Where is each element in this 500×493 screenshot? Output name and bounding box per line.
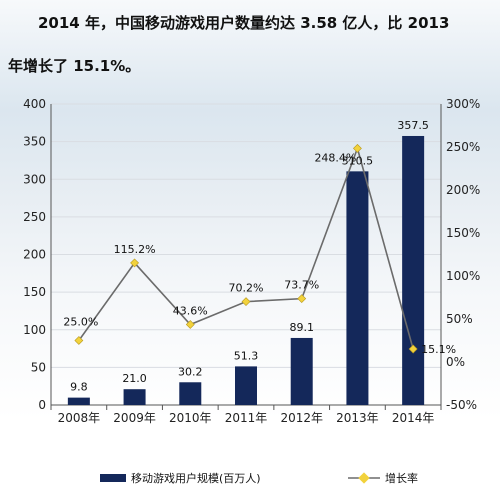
- growth-marker: [353, 143, 362, 153]
- bar: [346, 171, 369, 405]
- bar: [123, 389, 146, 405]
- bar-value-label: 30.2: [178, 365, 203, 378]
- bar-series: [67, 135, 425, 405]
- y2-tick-label: 50%: [446, 312, 473, 326]
- growth-value-label: 73.7%: [284, 279, 319, 292]
- growth-marker: [185, 320, 195, 329]
- growth-value-label: 43.6%: [173, 305, 208, 318]
- legend-line-marker: [358, 472, 370, 484]
- x-tick-label: 2011年: [225, 411, 268, 425]
- y-tick-label: 50: [31, 360, 46, 374]
- y2-tick-label: -50%: [446, 398, 477, 412]
- growth-marker: [74, 336, 84, 345]
- y-tick-label: 0: [38, 398, 46, 412]
- legend-bar-label: 移动游戏用户规模(百万人): [131, 471, 261, 485]
- y-tick-label: 300: [23, 172, 46, 186]
- bar: [290, 337, 313, 405]
- growth-marker: [297, 294, 307, 304]
- bar-value-label: 51.3: [234, 349, 259, 362]
- x-tick-label: 2013年: [336, 411, 379, 425]
- axes: [50, 104, 442, 410]
- tick-labels: 0 50 100 150 200 250 300 350 400 -50% 0% 50% 100% 150…: [23, 97, 480, 425]
- growth-value-label: 70.2%: [229, 282, 264, 295]
- x-tick-label: 2014年: [392, 411, 435, 425]
- y-tick-label: 100: [23, 323, 46, 337]
- legend-bar-swatch: [100, 474, 126, 482]
- x-tick-label: 2008年: [58, 411, 101, 425]
- bar-value-label: 310.5: [342, 154, 374, 167]
- x-tick-label: 2012年: [280, 411, 323, 425]
- bar-value-label: 21.0: [122, 372, 147, 385]
- growth-value-label: 25.0%: [63, 316, 98, 329]
- line-series: [74, 143, 418, 354]
- y-tick-label: 200: [23, 248, 46, 262]
- y2-tick-label: 100%: [446, 269, 480, 283]
- legend-line-label: 增长率: [385, 471, 418, 485]
- y2-tick-label: 200%: [446, 183, 480, 197]
- y2-tick-label: 300%: [446, 97, 480, 111]
- caption-line-1: 2014 年，中国移动游戏用户数量约达 3.58 亿人，比 2013: [38, 14, 450, 32]
- y-tick-label: 250: [23, 210, 46, 224]
- bar-value-label: 89.1: [289, 321, 314, 334]
- y2-tick-label: 0%: [446, 355, 465, 369]
- y-tick-label: 350: [23, 135, 46, 149]
- growth-value-label: 248.4%: [314, 151, 356, 164]
- bar: [67, 397, 90, 405]
- growth-value-label: 15.1%: [421, 343, 456, 356]
- growth-marker: [241, 297, 251, 307]
- bar-value-label: 9.8: [70, 381, 88, 394]
- growth-marker: [130, 258, 139, 268]
- bar: [235, 366, 257, 405]
- bar: [402, 135, 425, 405]
- bar: [179, 382, 202, 405]
- y2-tick-label: 150%: [446, 226, 480, 240]
- caption-line-2: 年增长了 15.1%。: [8, 57, 141, 75]
- y2-tick-label: 250%: [446, 140, 480, 154]
- y-tick-label: 150: [23, 285, 46, 299]
- x-tick-label: 2009年: [113, 411, 156, 425]
- growth-value-label: 115.2%: [114, 243, 156, 256]
- data-labels: 9.8 21.0 30.2 51.3 89.1 310.5 357.5 25.0% 115.2%…: [63, 119, 456, 394]
- x-tick-label: 2010年: [169, 411, 212, 425]
- y-tick-label: 400: [23, 97, 46, 111]
- bar-value-label: 357.5: [397, 119, 429, 132]
- legend: 移动游戏用户规模(百万人) 增长率: [100, 471, 418, 485]
- growth-marker: [408, 344, 418, 354]
